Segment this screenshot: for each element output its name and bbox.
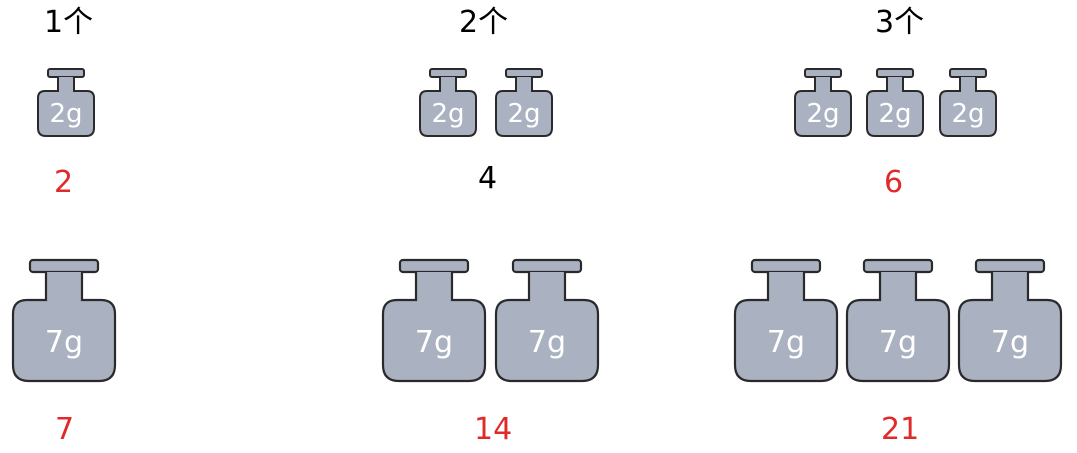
weight-label: 7g <box>879 325 917 360</box>
weight-2g-icon: 2g <box>419 68 477 137</box>
weight-label: 7g <box>45 325 83 360</box>
count-label-2: 2个 <box>459 5 509 40</box>
weight-7g-icon: 7g <box>381 258 487 383</box>
weight-7g-icon: 7g <box>733 258 839 383</box>
weight-7g-icon: 7g <box>845 258 951 383</box>
result-large-3: 21 <box>881 412 920 447</box>
result-small-2: 4 <box>478 161 498 196</box>
result-small-3: 6 <box>884 165 904 200</box>
weight-label: 2g <box>878 99 911 129</box>
weight-2g-icon: 2g <box>866 68 924 137</box>
result-large-1: 7 <box>55 412 75 447</box>
weight-7g-icon: 7g <box>11 258 117 383</box>
weight-2g-icon: 2g <box>37 68 95 137</box>
weight-2g-icon: 2g <box>794 68 852 137</box>
result-small-1: 2 <box>54 165 74 200</box>
weight-7g-icon: 7g <box>957 258 1063 383</box>
weight-label: 2g <box>951 99 984 129</box>
weight-label: 7g <box>767 325 805 360</box>
result-large-2: 14 <box>474 412 513 447</box>
weight-2g-icon: 2g <box>495 68 553 137</box>
weight-label: 2g <box>431 99 464 129</box>
weight-label: 7g <box>991 325 1029 360</box>
count-label-1: 1个 <box>44 5 94 40</box>
weight-label: 7g <box>415 325 453 360</box>
weight-label: 2g <box>49 99 82 129</box>
count-label-3: 3个 <box>875 5 925 40</box>
weight-label: 2g <box>806 99 839 129</box>
weight-label: 2g <box>507 99 540 129</box>
weight-label: 7g <box>528 325 566 360</box>
weight-7g-icon: 7g <box>494 258 600 383</box>
weight-2g-icon: 2g <box>939 68 997 137</box>
